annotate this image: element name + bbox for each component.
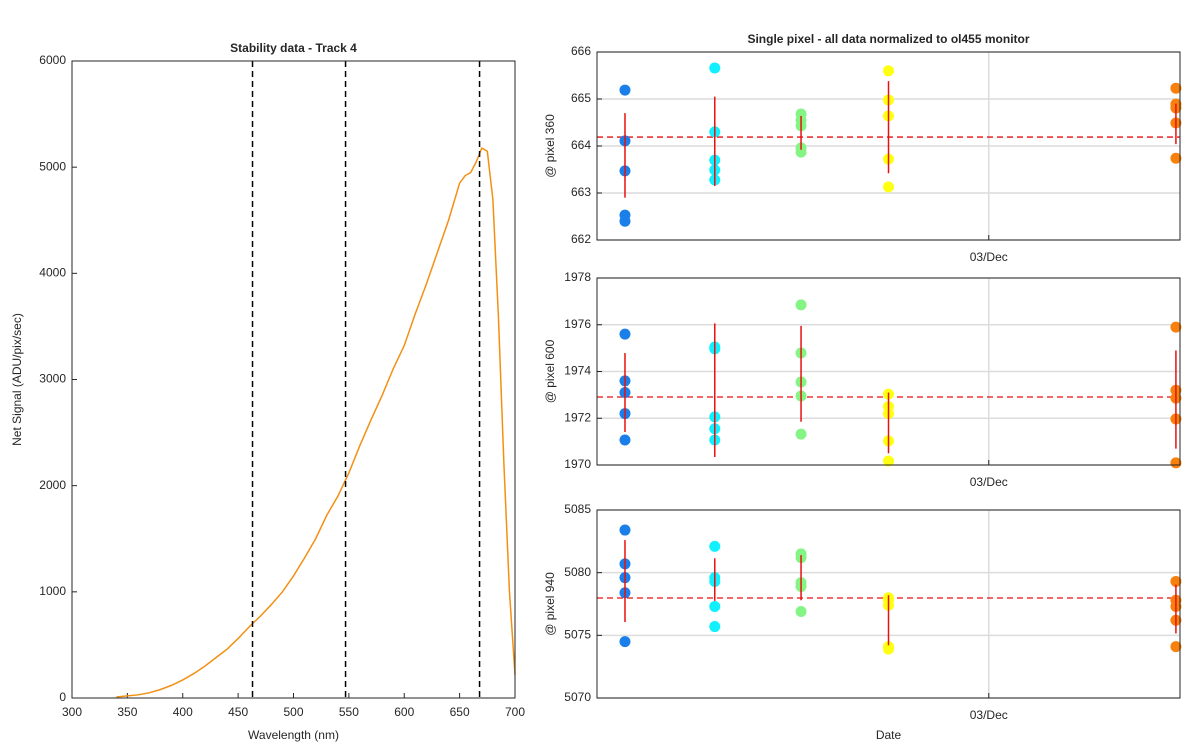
data-point [795, 146, 807, 158]
data-point [1170, 641, 1182, 653]
data-point [883, 455, 894, 467]
data-point [883, 643, 894, 655]
y-axis-label: @ pixel 940 [543, 572, 557, 636]
y-tick-label: 1974 [564, 364, 591, 378]
axes-box [596, 51, 1181, 241]
data-point [709, 621, 721, 633]
y-tick-label: 1978 [564, 270, 591, 284]
x-tick-label: 700 [505, 705, 525, 719]
x-tick-label: 500 [283, 705, 303, 719]
data-point [1170, 321, 1182, 333]
y-tick-label: 665 [571, 91, 591, 105]
y-tick-label: 662 [571, 232, 591, 246]
y-tick-label: 5080 [564, 565, 591, 579]
y-axis-label: @ pixel 360 [543, 114, 557, 178]
data-point [883, 65, 894, 77]
data-point [619, 215, 631, 227]
data-point [795, 606, 807, 618]
data-point [795, 428, 807, 440]
plot-area [72, 61, 515, 698]
x-tick-label: 600 [394, 705, 414, 719]
data-point [883, 181, 894, 193]
data-point [709, 601, 721, 613]
y-axis-label: Net Signal (ADU/pix/sec) [10, 313, 24, 446]
data-point [1170, 82, 1182, 94]
x-tick-label: 03/Dec [970, 708, 1008, 722]
y-tick-label: 664 [571, 138, 591, 152]
y-tick-label: 666 [571, 44, 591, 58]
y-axis-label: @ pixel 600 [543, 339, 557, 403]
y-tick-label: 2000 [39, 478, 66, 492]
x-axis-label: Wavelength (nm) [248, 728, 339, 742]
axes-box [596, 277, 1181, 466]
chart-title: Stability data - Track 4 [230, 41, 357, 55]
y-tick-label: 5000 [39, 159, 66, 173]
y-tick-label: 1972 [564, 410, 591, 424]
x-tick-label: 400 [173, 705, 193, 719]
axes-box [71, 60, 516, 699]
chart-title: Single pixel - all data normalized to ol… [747, 32, 1029, 46]
y-tick-label: 1000 [39, 584, 66, 598]
x-tick-label: 550 [339, 705, 359, 719]
y-tick-label: 1976 [564, 317, 591, 331]
x-tick-label: 650 [450, 705, 470, 719]
y-tick-label: 3000 [39, 372, 66, 386]
data-point [619, 434, 631, 446]
data-point [795, 299, 807, 311]
y-tick-label: 663 [571, 185, 591, 199]
data-point [709, 62, 721, 74]
data-point [709, 540, 721, 552]
data-point [619, 84, 631, 96]
y-tick-label: 1970 [564, 457, 591, 471]
data-point [1170, 457, 1182, 469]
y-tick-label: 5075 [564, 628, 591, 642]
x-tick-label: 03/Dec [970, 475, 1008, 489]
x-axis-label: Date [876, 728, 902, 742]
axes-box [596, 509, 1181, 699]
signal-line [116, 146, 516, 698]
data-point [1170, 575, 1182, 587]
x-tick-label: 03/Dec [970, 250, 1008, 264]
data-point [1170, 152, 1182, 164]
y-tick-label: 5085 [564, 502, 591, 516]
data-point [619, 636, 631, 648]
y-tick-label: 0 [59, 690, 66, 704]
data-point [619, 524, 631, 536]
data-point [619, 328, 631, 340]
x-tick-label: 300 [62, 705, 82, 719]
y-tick-label: 6000 [39, 53, 66, 67]
x-tick-label: 350 [117, 705, 137, 719]
y-tick-label: 4000 [39, 266, 66, 280]
y-tick-label: 5070 [564, 690, 591, 704]
x-tick-label: 450 [228, 705, 248, 719]
